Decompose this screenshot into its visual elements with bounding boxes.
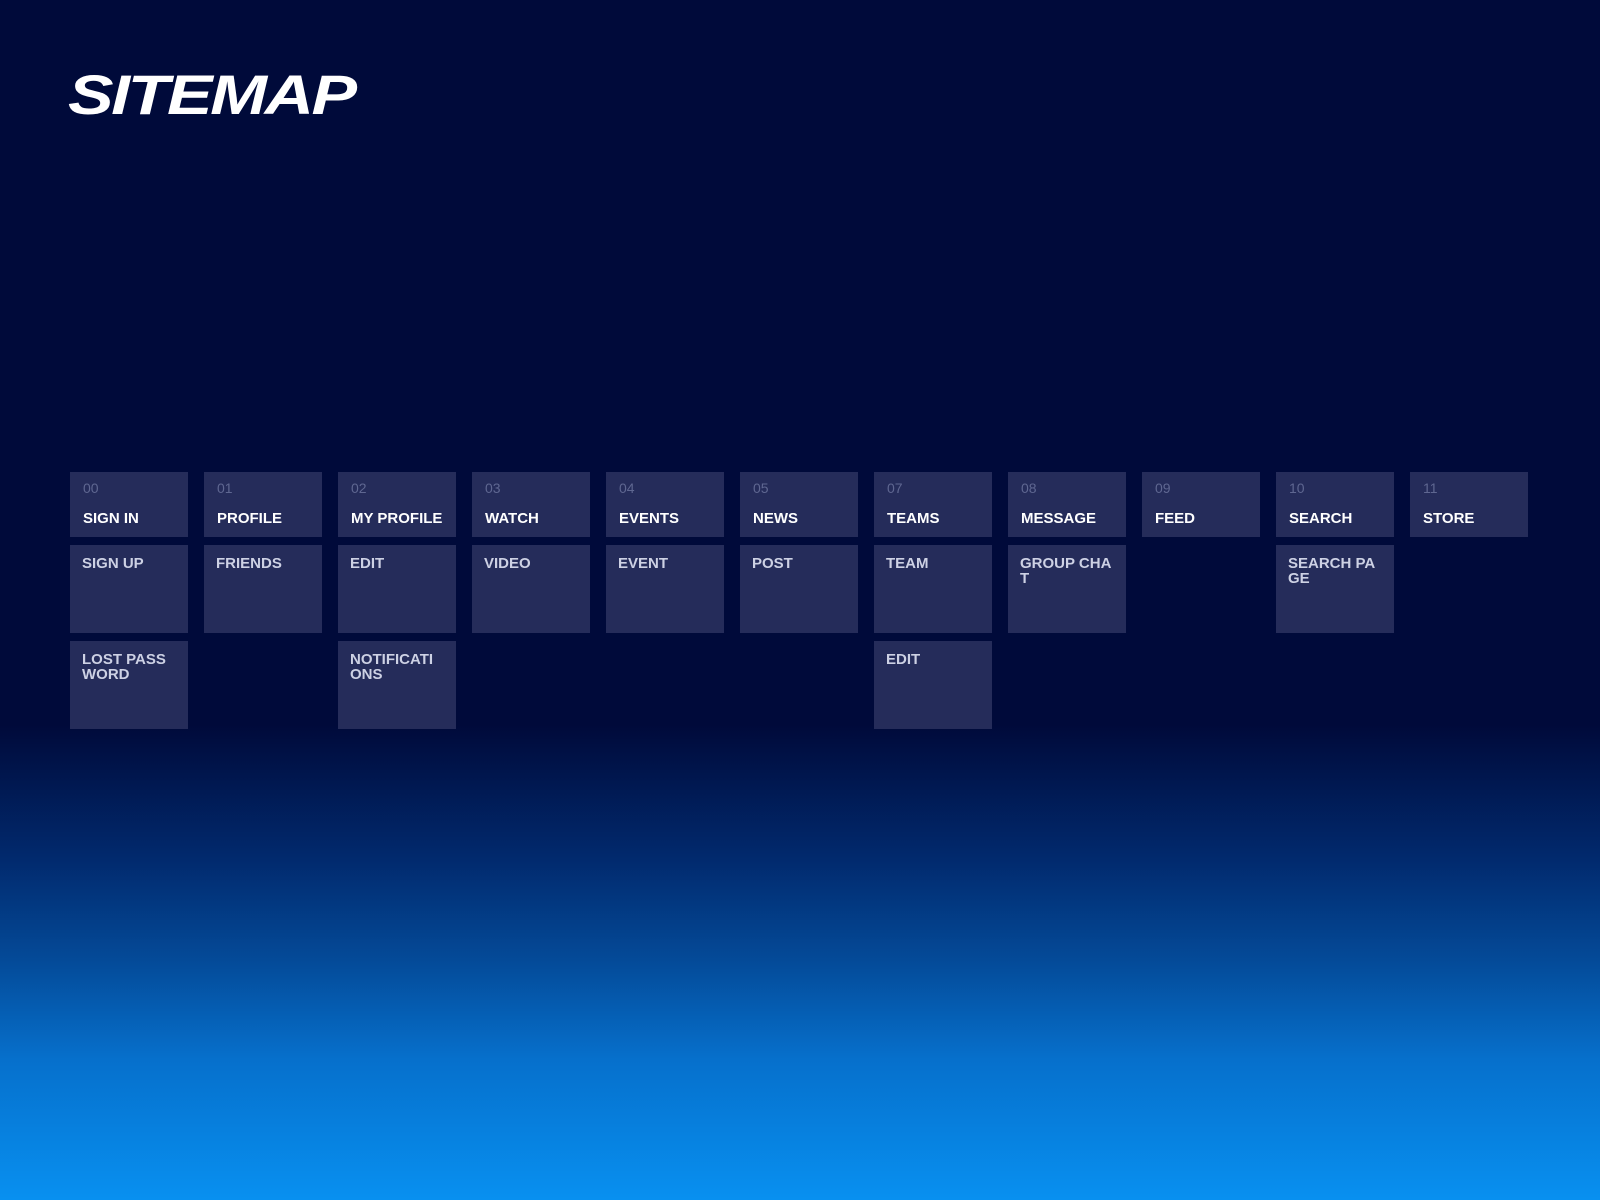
section-number: 01 — [217, 480, 233, 496]
section-label: WATCH — [485, 510, 539, 527]
section-card[interactable]: 01 PROFILE — [204, 472, 322, 537]
section-number: 10 — [1289, 480, 1305, 496]
section-number: 02 — [351, 480, 367, 496]
page-card[interactable]: LOST PASSWORD — [70, 641, 188, 729]
section-card[interactable]: 04 EVENTS — [606, 472, 724, 537]
sitemap-column: 05 NEWS POST — [740, 472, 858, 641]
section-label: EVENTS — [619, 510, 680, 527]
sitemap-column: 02 MY PROFILE EDIT NOTIFICATIONS — [338, 472, 456, 737]
page-card[interactable]: TEAM — [874, 545, 992, 633]
section-label: PROFILE — [217, 510, 283, 527]
page-card[interactable]: VIDEO — [472, 545, 590, 633]
page-title: SITEMAP — [68, 63, 357, 126]
sitemap-column: 08 MESSAGE GROUP CHAT — [1008, 472, 1126, 641]
page-card[interactable]: NOTIFICATIONS — [338, 641, 456, 729]
section-card[interactable]: 03 WATCH — [472, 472, 590, 537]
section-label: STORE — [1423, 510, 1475, 527]
section-label: MY PROFILE — [351, 510, 443, 527]
sitemap-column: 07 TEAMS TEAM EDIT — [874, 472, 992, 737]
page-card[interactable]: EDIT — [338, 545, 456, 633]
sitemap-column: 03 WATCH VIDEO — [472, 472, 590, 641]
section-number: 03 — [485, 480, 501, 496]
section-label: NEWS — [753, 510, 798, 527]
section-number: 11 — [1423, 480, 1438, 496]
page-card[interactable]: EDIT — [874, 641, 992, 729]
section-label: MESSAGE — [1021, 510, 1097, 527]
sitemap-column: 01 PROFILE FRIENDS — [204, 472, 322, 641]
sitemap-column: 09 FEED — [1142, 472, 1260, 545]
sitemap-column: 11 STORE — [1410, 472, 1528, 545]
section-card[interactable]: 05 NEWS — [740, 472, 858, 537]
section-number: 07 — [887, 480, 903, 496]
section-card[interactable]: 07 TEAMS — [874, 472, 992, 537]
section-number: 08 — [1021, 480, 1037, 496]
section-card[interactable]: 00 SIGN IN — [70, 472, 188, 537]
section-number: 05 — [753, 480, 769, 496]
sitemap-column: 04 EVENTS EVENT — [606, 472, 724, 641]
section-label: SEARCH — [1289, 510, 1353, 527]
section-card[interactable]: 10 SEARCH — [1276, 472, 1394, 537]
section-number: 04 — [619, 480, 635, 496]
section-card[interactable]: 09 FEED — [1142, 472, 1260, 537]
section-card[interactable]: 11 STORE — [1410, 472, 1528, 537]
page-card[interactable]: SIGN UP — [70, 545, 188, 633]
page-card[interactable]: SEARCH PAGE — [1276, 545, 1394, 633]
page-card[interactable]: POST — [740, 545, 858, 633]
section-number: 09 — [1155, 480, 1171, 496]
section-label: TEAMS — [887, 510, 940, 527]
section-number: 00 — [83, 480, 99, 496]
sitemap-column: 00 SIGN IN SIGN UP LOST PASSWORD — [70, 472, 188, 737]
sitemap-column: 10 SEARCH SEARCH PAGE — [1276, 472, 1394, 641]
section-label: FEED — [1155, 510, 1196, 527]
section-label: SIGN IN — [83, 510, 139, 527]
page-card[interactable]: EVENT — [606, 545, 724, 633]
page-card[interactable]: GROUP CHAT — [1008, 545, 1126, 633]
section-card[interactable]: 08 MESSAGE — [1008, 472, 1126, 537]
page-card[interactable]: FRIENDS — [204, 545, 322, 633]
section-card[interactable]: 02 MY PROFILE — [338, 472, 456, 537]
